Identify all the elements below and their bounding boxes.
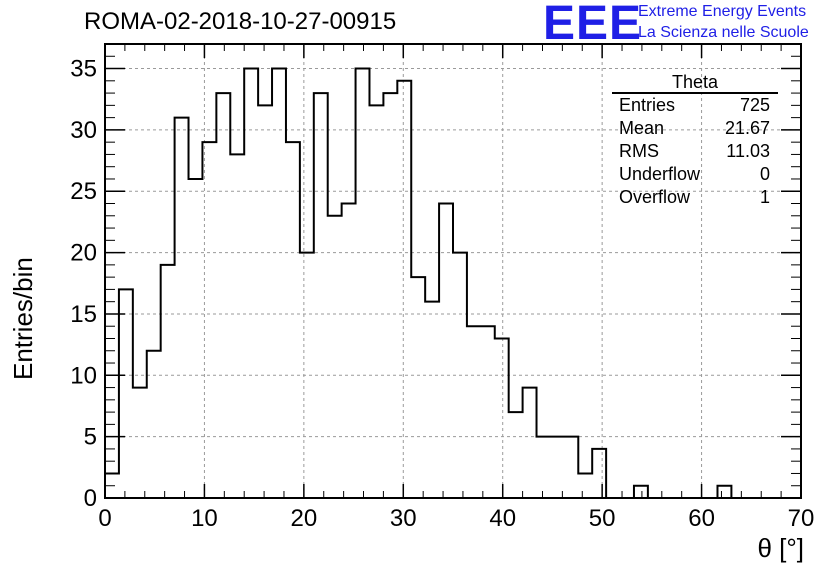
y-tick-label: 0 <box>84 485 97 512</box>
stats-box: Theta Entries 725 Mean 21.67 RMS 11.03 U… <box>612 72 778 209</box>
stats-label: Mean <box>619 118 665 138</box>
y-tick-label: 25 <box>70 178 97 205</box>
logo-line-1: Extreme Energy Events <box>638 3 807 20</box>
stats-value: 11.03 <box>726 141 770 161</box>
eee-logo: EEE <box>543 0 643 50</box>
y-tick-label: 5 <box>84 424 97 451</box>
x-tick-label: 30 <box>390 505 417 532</box>
stats-label: Overflow <box>619 187 691 207</box>
stats-row: Mean 21.67 <box>612 117 778 140</box>
plot-frame <box>104 43 802 499</box>
stats-title: Theta <box>612 72 778 94</box>
stats-value: 21.67 <box>724 118 770 138</box>
x-tick-label: 10 <box>191 505 218 532</box>
stats-row: Overflow 1 <box>612 186 778 209</box>
stats-value: 0 <box>759 164 770 184</box>
y-tick-label: 10 <box>70 362 97 389</box>
x-tick-label: 70 <box>788 505 815 532</box>
y-tick-label: 20 <box>70 240 97 267</box>
stats-row: Underflow 0 <box>612 163 778 186</box>
x-tick-label: 50 <box>589 505 616 532</box>
y-tick-label: 30 <box>70 117 97 144</box>
logo-line-2: La Scienza nelle Scuole <box>638 24 809 41</box>
stats-label: Entries <box>619 95 676 115</box>
y-tick-label: 35 <box>70 56 97 83</box>
x-tick-label: 40 <box>489 505 516 532</box>
stats-row: Entries 725 <box>612 94 778 117</box>
x-tick-label: 0 <box>98 505 111 532</box>
x-tick-label: 20 <box>291 505 318 532</box>
stats-label: Underflow <box>619 164 701 184</box>
stats-label: RMS <box>619 141 659 161</box>
stats-value: 1 <box>759 187 770 207</box>
stats-row: RMS 11.03 <box>612 140 778 163</box>
x-tick-label: 60 <box>688 505 715 532</box>
x-axis-label: θ [°] <box>757 533 804 563</box>
y-tick-label: 15 <box>70 301 97 328</box>
histogram-line <box>104 67 801 499</box>
stats-value: 725 <box>739 95 770 115</box>
chart-title: ROMA-02-2018-10-27-00915 <box>84 8 397 35</box>
y-axis-label: Entries/bin <box>8 257 38 380</box>
